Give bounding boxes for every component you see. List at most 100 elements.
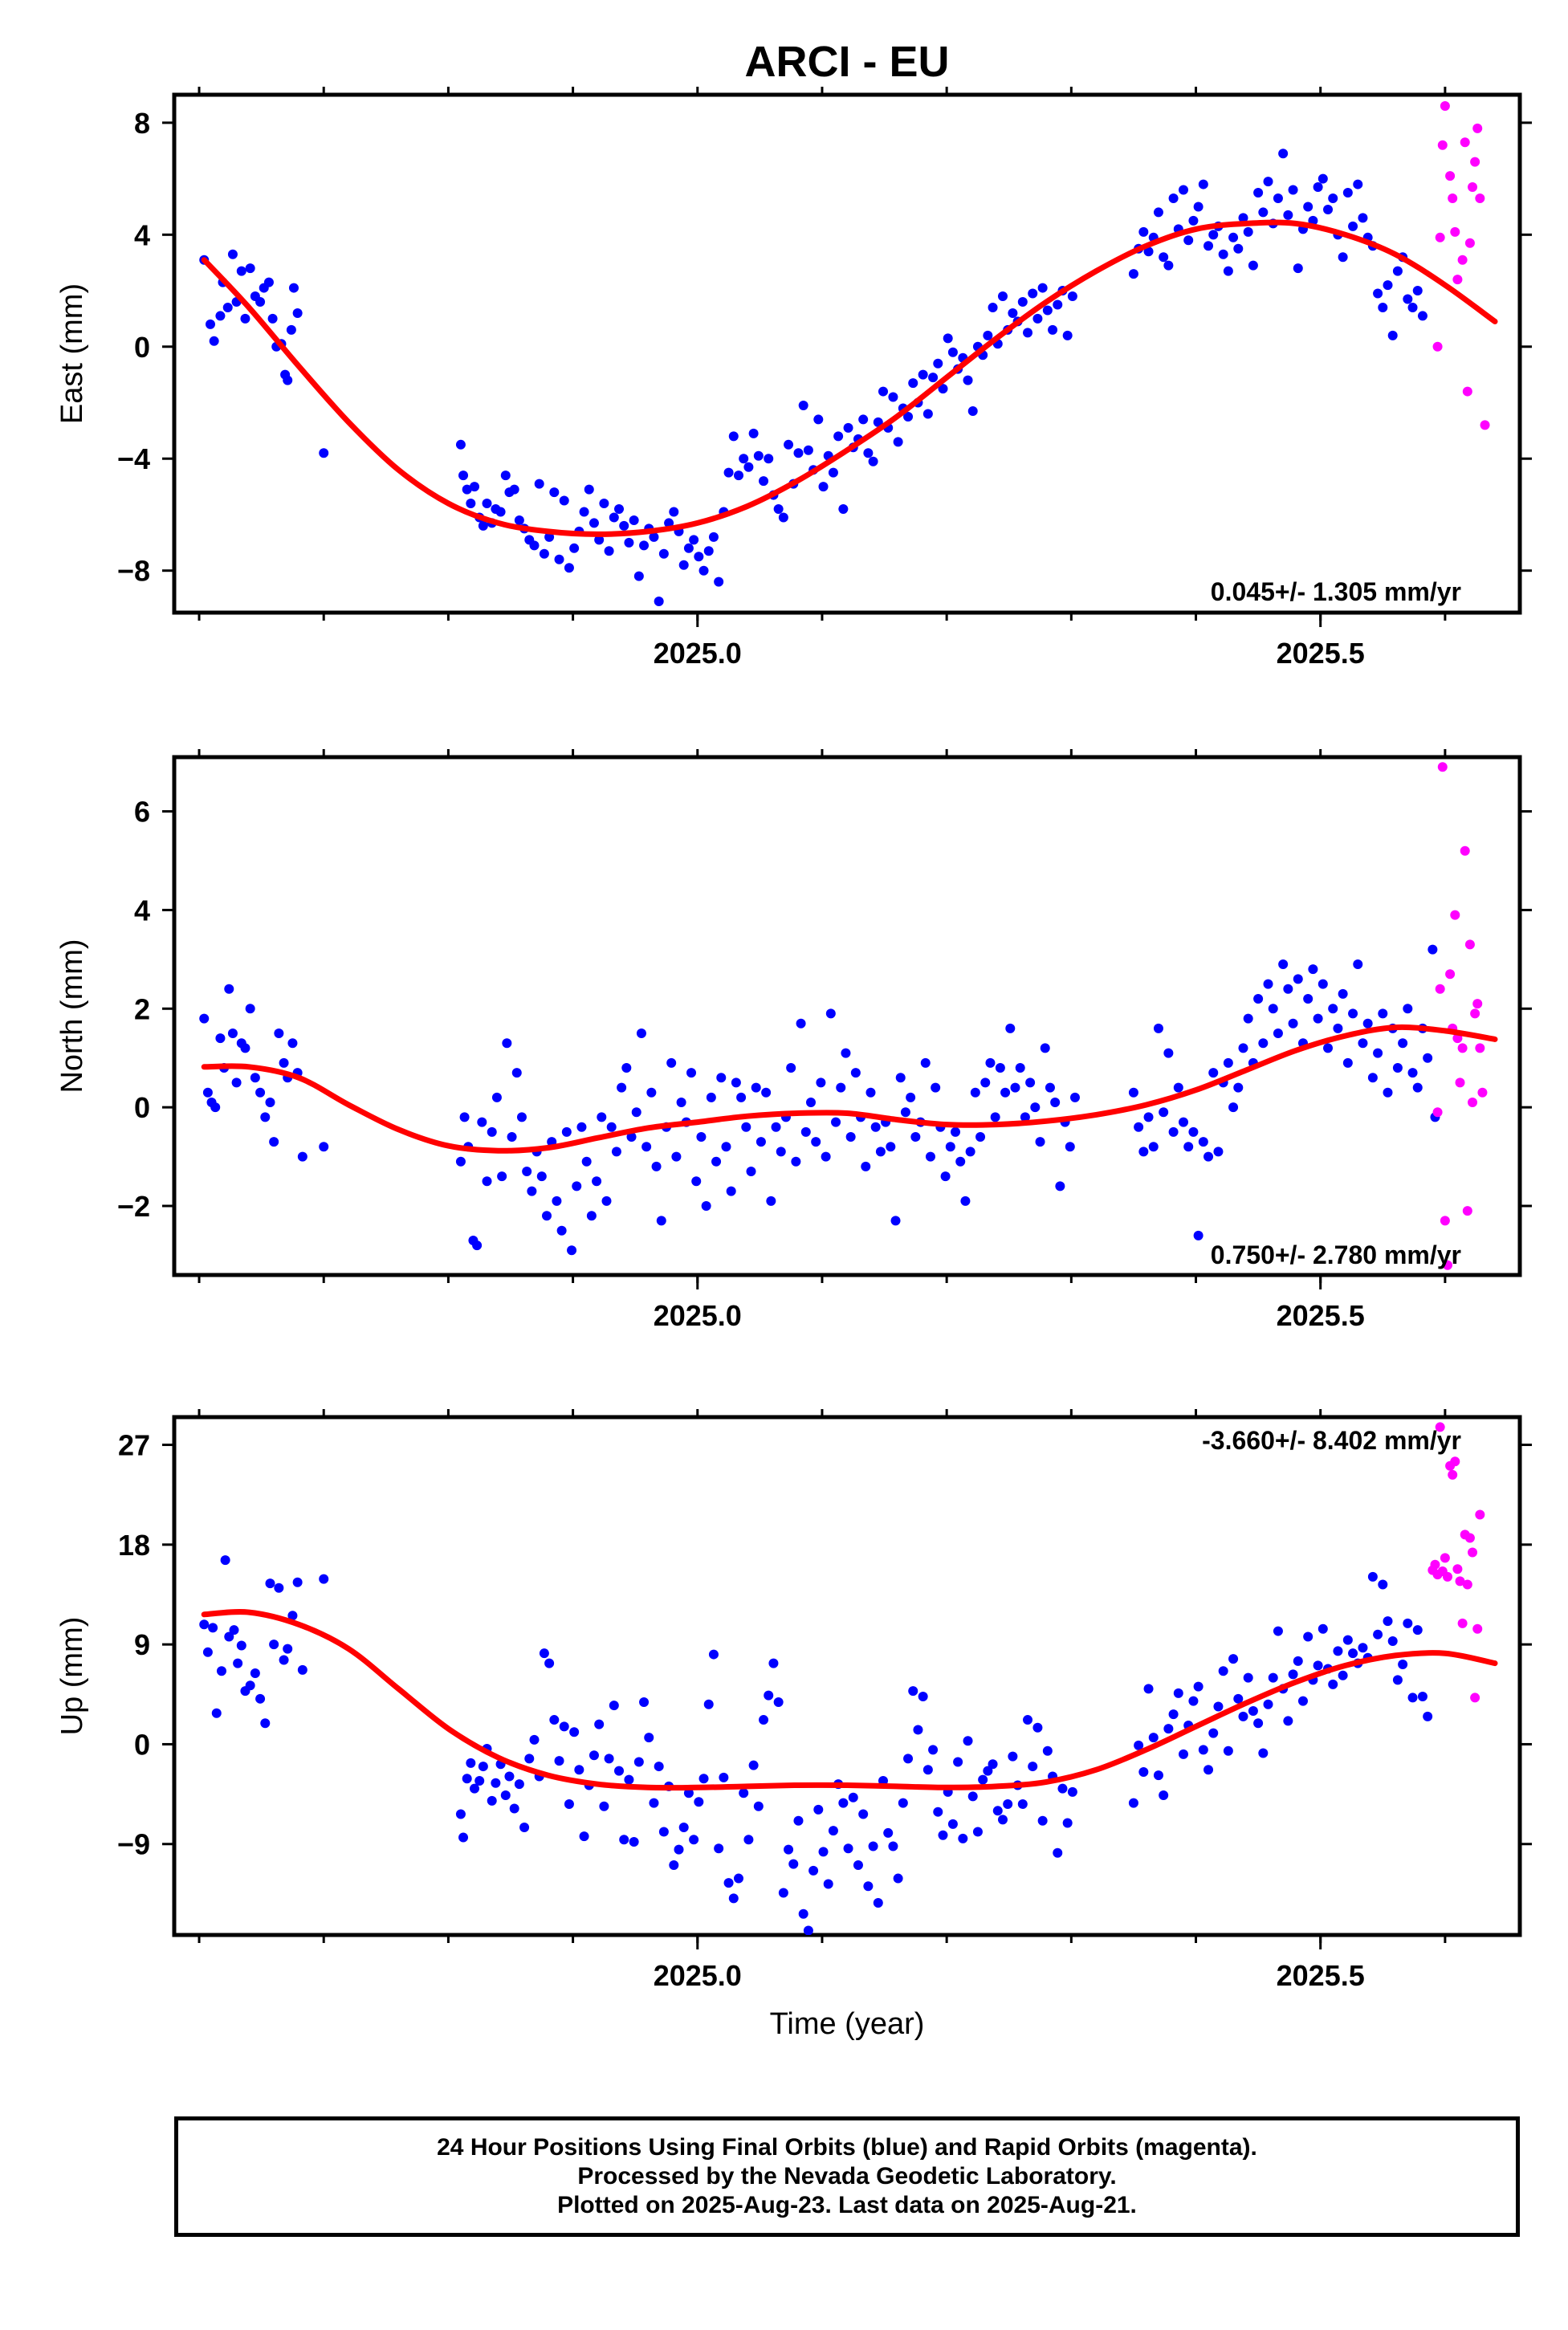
final-point xyxy=(502,1038,512,1049)
final-point xyxy=(708,1649,719,1660)
final-point xyxy=(759,476,769,487)
final-point xyxy=(1188,1696,1199,1706)
final-point xyxy=(1392,1063,1403,1073)
final-point xyxy=(536,1171,547,1182)
final-point xyxy=(963,375,973,385)
final-point xyxy=(845,1132,856,1142)
rapid-point xyxy=(1460,845,1470,856)
final-point xyxy=(215,1033,226,1044)
final-point xyxy=(599,1801,609,1811)
final-point xyxy=(1333,1646,1343,1656)
final-point xyxy=(1188,1126,1199,1137)
final-point xyxy=(861,1161,871,1171)
final-point xyxy=(594,1719,605,1729)
final-point xyxy=(1398,1659,1408,1669)
final-point xyxy=(1348,221,1358,231)
final-point xyxy=(1208,1068,1219,1078)
final-point xyxy=(753,450,764,461)
final-point xyxy=(985,1057,996,1068)
final-point xyxy=(1173,1082,1183,1093)
final-point xyxy=(890,1216,901,1226)
final-point xyxy=(778,1888,788,1898)
final-point xyxy=(1153,1023,1163,1033)
final-point xyxy=(1423,1053,1433,1063)
final-point xyxy=(689,535,699,545)
final-point xyxy=(319,1574,329,1584)
final-point xyxy=(813,1804,824,1815)
final-point xyxy=(1328,193,1338,203)
final-point xyxy=(569,1727,580,1737)
final-point xyxy=(1067,1786,1077,1797)
final-point xyxy=(990,1112,1000,1122)
x-tick-label: 2025.5 xyxy=(1277,1299,1365,1332)
final-point xyxy=(624,537,634,548)
final-point xyxy=(706,1092,716,1102)
rapid-point xyxy=(1437,140,1448,150)
final-point xyxy=(609,1701,619,1711)
y-tick-label: −2 xyxy=(117,1190,150,1223)
panels: 2025.0 2025.5 −8 −4 0 4 8 East (mm) 0.045+/- 1.3… xyxy=(55,87,1532,1992)
final-point xyxy=(1062,330,1073,340)
final-point xyxy=(658,548,669,559)
x-tick-label: 2025.0 xyxy=(654,637,742,670)
rapid-point xyxy=(1448,1469,1458,1480)
final-point xyxy=(1412,286,1423,296)
rapid-point xyxy=(1475,1043,1485,1053)
final-point xyxy=(743,462,754,472)
final-point xyxy=(1308,964,1318,975)
final-point xyxy=(1035,1137,1045,1147)
rapid-point xyxy=(1432,1107,1443,1118)
final-point xyxy=(1348,1008,1358,1019)
final-point xyxy=(798,401,808,410)
final-point xyxy=(1042,305,1053,316)
final-point xyxy=(654,1762,664,1772)
final-point xyxy=(841,1048,851,1058)
final-point xyxy=(255,1693,266,1704)
final-point xyxy=(267,313,278,324)
final-point xyxy=(1417,311,1427,321)
final-point xyxy=(199,1619,210,1630)
final-point xyxy=(825,1008,836,1019)
rapid-point xyxy=(1468,1098,1478,1107)
final-point xyxy=(269,1137,279,1147)
final-point xyxy=(240,313,250,324)
final-point xyxy=(1030,1102,1041,1113)
final-point xyxy=(1313,1660,1323,1671)
final-point xyxy=(231,1077,242,1088)
plot-frame-east xyxy=(172,92,1522,615)
final-point xyxy=(1342,1635,1353,1645)
final-point xyxy=(838,504,849,514)
final-point xyxy=(768,1658,779,1668)
final-point xyxy=(743,1835,754,1845)
rapid-point xyxy=(1452,275,1463,285)
final-point xyxy=(1258,1038,1269,1049)
final-point xyxy=(606,1122,617,1132)
rapid-point xyxy=(1435,232,1445,242)
final-point xyxy=(938,384,948,394)
final-point xyxy=(1020,1112,1030,1122)
final-point xyxy=(773,1697,784,1707)
chart-title: ARCI - EU xyxy=(745,38,950,86)
final-point xyxy=(1062,1818,1073,1828)
final-point xyxy=(1338,252,1348,263)
final-point xyxy=(519,1823,530,1833)
final-point xyxy=(1173,1688,1183,1698)
rapid-point xyxy=(1435,984,1445,994)
final-point xyxy=(1159,252,1169,263)
final-point xyxy=(863,448,874,458)
rapid-point xyxy=(1445,171,1456,181)
rapid-point xyxy=(1464,939,1475,950)
final-point xyxy=(1134,1122,1144,1132)
final-point xyxy=(978,1774,988,1785)
final-point xyxy=(559,1721,569,1732)
final-point xyxy=(903,411,914,422)
rate-annotation-up: -3.660+/- 8.402 mm/yr xyxy=(1202,1426,1461,1455)
final-point xyxy=(1288,1018,1298,1029)
final-point xyxy=(764,1690,774,1701)
final-point xyxy=(224,984,234,994)
final-point xyxy=(1005,1023,1016,1033)
rapid-point xyxy=(1475,193,1485,203)
final-point xyxy=(714,1843,724,1854)
final-point xyxy=(1042,1745,1053,1756)
